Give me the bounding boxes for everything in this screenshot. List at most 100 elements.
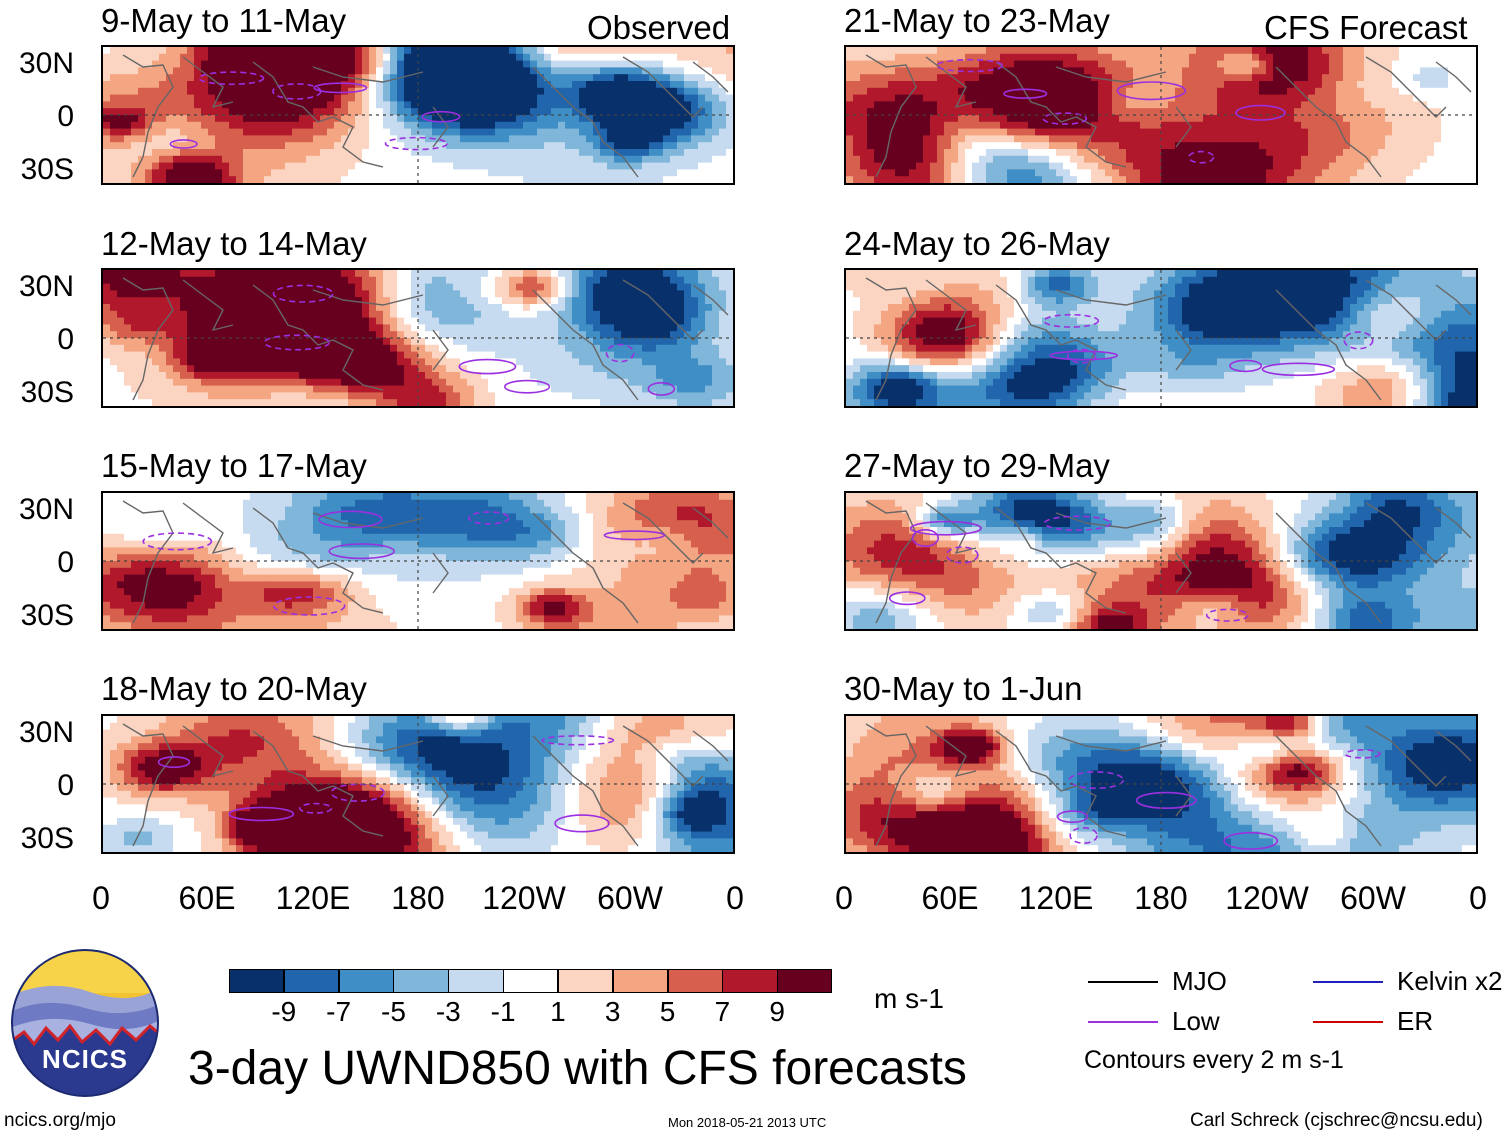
wind-cell [439, 317, 447, 325]
wind-cell [187, 588, 195, 596]
wind-cell [719, 81, 727, 89]
wind-cell [187, 358, 195, 366]
wind-cell [635, 60, 643, 68]
wind-cell [327, 378, 335, 387]
wind-cell [348, 276, 356, 285]
wind-cell [712, 567, 720, 576]
wind-cell [642, 324, 650, 332]
wind-cell [439, 554, 447, 562]
wind-cell [530, 276, 538, 285]
wind-cell [530, 527, 538, 535]
wind-cell [551, 554, 559, 562]
wind-cell [558, 290, 566, 298]
wind-cell [208, 121, 216, 130]
wind-cell [621, 554, 629, 562]
wind-cell [502, 310, 510, 319]
wind-cell [600, 176, 608, 183]
wind-cell [677, 115, 685, 123]
wind-cell [712, 574, 720, 582]
wind-cell [698, 331, 706, 339]
wind-cell [621, 399, 629, 406]
wind-cell [264, 344, 272, 353]
wind-cell [334, 493, 342, 501]
wind-cell [495, 310, 503, 319]
wind-cell [271, 540, 279, 548]
wind-cell [187, 499, 195, 508]
wind-cell [530, 128, 538, 136]
wind-cell [474, 317, 482, 325]
wind-cell [481, 399, 489, 406]
wind-cell [474, 588, 482, 596]
wind-cell [313, 47, 321, 55]
wind-cell [334, 67, 342, 75]
wind-cell [383, 331, 391, 339]
wind-cell [621, 344, 629, 353]
wind-cell [649, 297, 657, 305]
wind-cell [635, 540, 643, 548]
wind-cell [194, 344, 202, 353]
wind-cell [453, 378, 461, 387]
wind-cell [369, 115, 377, 123]
wind-cell [649, 304, 657, 312]
wind-cell [131, 527, 139, 535]
wind-cell [152, 283, 160, 291]
wind-cell [628, 297, 636, 305]
wind-cell [124, 283, 132, 291]
wind-cell [635, 499, 643, 508]
wind-cell [250, 94, 258, 102]
wind-cell [579, 101, 587, 109]
wind-cell [327, 499, 335, 508]
wind-cell [705, 101, 713, 109]
wind-cell [523, 283, 531, 291]
wind-cell [145, 588, 153, 596]
wind-cell [159, 527, 167, 535]
wind-cell [523, 60, 531, 68]
wind-cell [691, 101, 699, 109]
wind-cell [271, 399, 279, 406]
wind-cell [670, 290, 678, 298]
wind-cell [124, 94, 132, 102]
wind-cell [705, 527, 713, 535]
wind-cell [684, 276, 692, 285]
wind-cell [124, 574, 132, 582]
wind-cell [292, 399, 300, 406]
wind-cell [306, 378, 314, 387]
wind-cell [502, 67, 510, 75]
wind-cell [453, 74, 461, 82]
wind-cell [684, 135, 692, 143]
wind-cell [509, 162, 517, 170]
wind-cell [726, 358, 733, 366]
wind-cell [600, 270, 608, 278]
wind-cell [117, 128, 125, 136]
wind-cell [383, 94, 391, 102]
wind-cell [229, 324, 237, 332]
wind-cell [362, 372, 370, 380]
wind-cell [565, 372, 573, 380]
wind-cell [362, 351, 370, 359]
wind-cell [278, 290, 286, 298]
wind-cell [551, 527, 559, 535]
wind-cell [600, 527, 608, 535]
wind-cell [418, 121, 426, 130]
wind-cell [712, 338, 720, 346]
wind-cell [586, 317, 594, 325]
wind-cell [726, 135, 733, 143]
wind-cell [572, 372, 580, 380]
wind-cell [222, 324, 230, 332]
wind-cell [131, 344, 139, 353]
wind-cell [138, 169, 146, 177]
wind-cell [537, 581, 545, 589]
wind-cell [194, 108, 202, 116]
wind-cell [481, 176, 489, 183]
wind-cell [264, 358, 272, 366]
wind-cell [341, 108, 349, 116]
wind-cell [600, 81, 608, 89]
wind-cell [474, 506, 482, 514]
wind-cell [474, 304, 482, 312]
wind-cell [670, 358, 678, 366]
wind-cell [558, 520, 566, 528]
wind-cell [250, 276, 258, 285]
wind-cell [537, 493, 545, 501]
wind-cell [586, 554, 594, 562]
wind-cell [313, 169, 321, 177]
